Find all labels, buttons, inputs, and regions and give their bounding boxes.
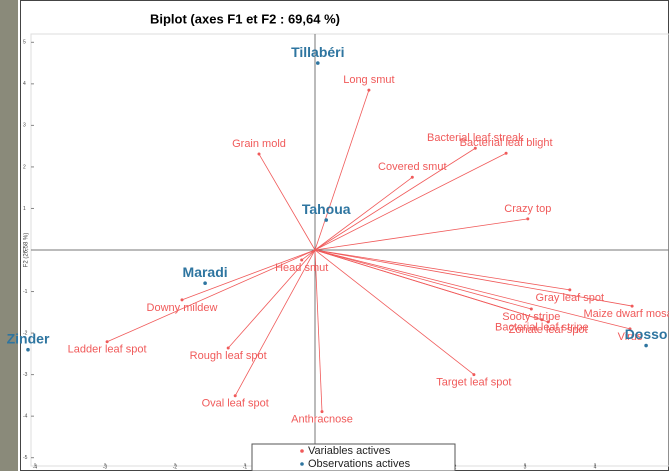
- variable-vector: [314, 152, 507, 251]
- variable-label: Maize dwarf mosaic: [583, 308, 669, 320]
- x-tick-label: 4: [594, 464, 597, 470]
- variable-point: [504, 151, 508, 155]
- background-photo-strip: [0, 0, 18, 471]
- variable-point: [226, 346, 230, 350]
- legend-label: Variables actives: [308, 445, 391, 457]
- variable-point: [628, 327, 632, 331]
- legend-label: Observations actives: [308, 458, 411, 470]
- y-tick-label: -1: [23, 289, 28, 295]
- variable-label: Oval leaf spot: [202, 398, 269, 410]
- variable-point: [257, 152, 261, 156]
- variable-label: Bacterial leaf blight: [460, 137, 553, 149]
- variable-label: Anthracnose: [291, 413, 353, 425]
- variable-vector: [314, 249, 631, 330]
- variable-point: [410, 175, 414, 179]
- legend-box: [251, 443, 456, 472]
- variable-point: [300, 258, 304, 262]
- observation-point: [644, 343, 648, 348]
- variable-label: Target leaf spot: [436, 377, 511, 389]
- variable-label: Long smut: [343, 74, 394, 86]
- y-tick-label: -5: [23, 455, 28, 461]
- x-tick-label: -2: [173, 464, 178, 470]
- observation-label: Tahoua: [302, 201, 351, 217]
- variable-point: [540, 318, 544, 322]
- variable-vector: [301, 249, 316, 261]
- variable-label: Virus: [618, 331, 643, 343]
- legend-marker: [300, 462, 304, 466]
- variable-vector: [181, 249, 316, 301]
- variable-vector: [106, 249, 316, 343]
- variable-label: Covered smut: [378, 161, 446, 173]
- variable-label: Downy mildew: [147, 302, 218, 314]
- y-tick-label: 1: [23, 206, 26, 212]
- variable-point: [320, 410, 324, 414]
- y-tick-label: -3: [23, 372, 28, 378]
- variable-vector: [314, 249, 542, 321]
- y-tick-label: 4: [23, 81, 26, 87]
- observation-label: Tillabéri: [291, 44, 344, 60]
- variable-label: Zonate leaf spot: [509, 324, 588, 336]
- variable-point: [233, 394, 237, 398]
- observation-point: [26, 347, 30, 352]
- variable-vector: [314, 218, 528, 251]
- variable-point: [546, 320, 550, 324]
- variable-point: [473, 146, 477, 150]
- observation-point: [203, 281, 207, 286]
- observation-point: [324, 218, 329, 222]
- variable-vector: [314, 176, 413, 251]
- variable-label: Bacterial leaf streak: [427, 132, 524, 144]
- variable-label: Gray leaf spot: [536, 292, 604, 304]
- variable-point: [630, 304, 634, 308]
- x-tick-label: 3: [524, 464, 527, 470]
- variable-vector: [314, 249, 475, 375]
- variable-point: [529, 307, 533, 311]
- observation-point: [316, 61, 320, 65]
- y-tick-label: 3: [23, 123, 26, 129]
- variable-point: [367, 88, 371, 92]
- variable-vector: [314, 249, 633, 307]
- observation-label: Zinder: [7, 330, 50, 346]
- y-tick-label: 5: [23, 40, 26, 46]
- variable-vector: [234, 249, 316, 396]
- variable-point: [472, 373, 476, 377]
- variable-label: Bacterial leaf stripe: [495, 322, 589, 334]
- variable-vector: [314, 89, 370, 251]
- variable-label: Head smut: [275, 262, 328, 274]
- variable-label: Crazy top: [504, 203, 551, 215]
- variable-vector: [314, 249, 532, 310]
- observation-label: Maradi: [183, 264, 228, 280]
- observation-label: Dosso: [625, 326, 668, 342]
- x-tick-label: -4: [33, 464, 38, 470]
- x-tick-label: -1: [243, 464, 248, 470]
- variable-point: [180, 298, 184, 302]
- legend-marker: [300, 449, 304, 453]
- y-tick-label: 0: [23, 247, 26, 253]
- variable-label: Grain mold: [232, 138, 286, 150]
- variable-point: [568, 288, 572, 292]
- x-tick-label: -3: [103, 464, 108, 470]
- y-tick-label: -4: [23, 413, 28, 419]
- variable-vector: [314, 249, 570, 291]
- y-axis-label: F2 (26,58 %): [24, 233, 30, 268]
- variable-vector: [314, 147, 476, 251]
- variable-label: Rough leaf spot: [190, 350, 267, 362]
- variable-point: [105, 340, 109, 344]
- y-tick-label: -2: [23, 330, 28, 336]
- variable-vector: [227, 249, 316, 349]
- variable-label: Sooty stripe: [502, 311, 560, 323]
- variable-point: [526, 217, 530, 221]
- variable-vector: [258, 153, 316, 251]
- variable-vector: [314, 249, 323, 412]
- variable-label: Ladder leaf spot: [68, 344, 147, 356]
- y-tick-label: 2: [23, 164, 26, 170]
- chart-title: Biplot (axes F1 et F2 : 69,64 %): [150, 11, 340, 26]
